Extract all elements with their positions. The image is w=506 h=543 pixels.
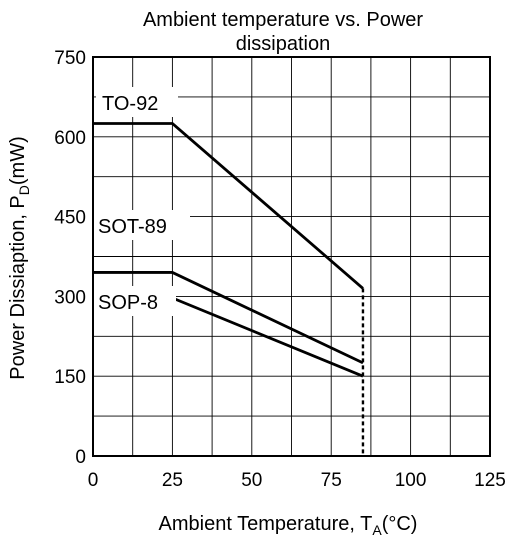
chart-title-line1: Ambient temperature vs. Power	[143, 9, 423, 31]
y-axis-label-unit: (mW)	[7, 136, 29, 185]
x-axis-label-main: Ambient Temperature, T	[159, 513, 373, 535]
x-tick-label: 50	[241, 470, 262, 491]
x-axis-label-sub: A	[372, 522, 382, 538]
chart-title-line2: dissipation	[236, 33, 331, 55]
tick-labels: 0 25 50 75 100 125 0 150 300 450 600 750	[54, 48, 506, 491]
series-line-sot-89	[93, 271, 364, 365]
x-tick-label: 100	[395, 470, 427, 491]
grid-lines	[93, 57, 490, 456]
y-tick-label: 450	[54, 208, 86, 229]
y-tick-label: 600	[54, 128, 86, 149]
series-label-sop-8: SOP-8	[98, 292, 158, 314]
series-labels: TO-92 SOT-89 SOP-8	[92, 87, 190, 316]
y-tick-label: 750	[54, 48, 86, 69]
series-label-bg-to-92	[96, 87, 178, 117]
x-axis-label: Ambient Temperature, TA(°C)	[159, 513, 418, 538]
series-line-to-92	[93, 122, 364, 290]
y-axis-label: Power Dissiaption, PD(mW)	[7, 136, 32, 380]
plot-frame	[92, 56, 491, 457]
series-label-bg-sot-89	[92, 210, 190, 240]
y-axis-label-sub: D	[16, 185, 32, 195]
y-tick-label: 300	[54, 287, 86, 308]
x-axis-label-unit: (°C)	[382, 513, 418, 535]
x-tick-label: 75	[321, 470, 342, 491]
x-tick-label: 0	[88, 470, 99, 491]
x-tick-label: 25	[162, 470, 183, 491]
series-label-bg-sop-8	[92, 286, 176, 316]
y-tick-label: 0	[75, 447, 86, 468]
y-axis-label-main: Power Dissiaption, P	[7, 195, 29, 380]
series-label-to-92: TO-92	[102, 93, 158, 115]
x-tick-label: 125	[474, 470, 506, 491]
series-label-sot-89: SOT-89	[98, 216, 167, 238]
y-tick-label: 150	[54, 367, 86, 388]
